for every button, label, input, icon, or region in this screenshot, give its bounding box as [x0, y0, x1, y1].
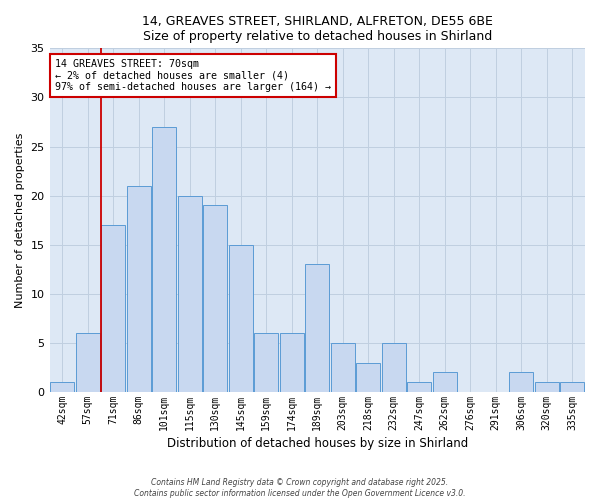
Bar: [229, 244, 253, 392]
Bar: [280, 333, 304, 392]
Bar: [101, 225, 125, 392]
Title: 14, GREAVES STREET, SHIRLAND, ALFRETON, DE55 6BE
Size of property relative to de: 14, GREAVES STREET, SHIRLAND, ALFRETON, …: [142, 15, 493, 43]
Bar: [509, 372, 533, 392]
Bar: [433, 372, 457, 392]
Bar: [152, 127, 176, 392]
Bar: [535, 382, 559, 392]
Bar: [178, 196, 202, 392]
Bar: [356, 362, 380, 392]
Y-axis label: Number of detached properties: Number of detached properties: [15, 132, 25, 308]
Bar: [203, 206, 227, 392]
Bar: [382, 343, 406, 392]
Bar: [331, 343, 355, 392]
Bar: [254, 333, 278, 392]
Bar: [50, 382, 74, 392]
X-axis label: Distribution of detached houses by size in Shirland: Distribution of detached houses by size …: [167, 437, 468, 450]
Bar: [305, 264, 329, 392]
Text: 14 GREAVES STREET: 70sqm
← 2% of detached houses are smaller (4)
97% of semi-det: 14 GREAVES STREET: 70sqm ← 2% of detache…: [55, 58, 331, 92]
Bar: [407, 382, 431, 392]
Bar: [76, 333, 100, 392]
Bar: [560, 382, 584, 392]
Bar: [127, 186, 151, 392]
Text: Contains HM Land Registry data © Crown copyright and database right 2025.
Contai: Contains HM Land Registry data © Crown c…: [134, 478, 466, 498]
